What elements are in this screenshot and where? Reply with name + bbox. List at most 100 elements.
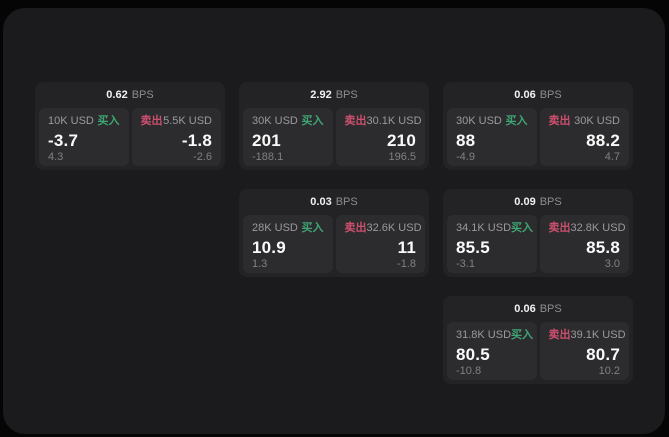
sell-delta-value: 3.0 bbox=[604, 258, 620, 270]
card-header: 0.03 BPS bbox=[239, 189, 429, 215]
quotes-panel: 0.62 BPS 10K USD 买入 -3.7 4.3 卖出 5.5K USD -1.8 -2.… bbox=[3, 8, 665, 434]
quote-card: 0.03 BPS 28K USD 买入 10.9 1.3 卖出 32.6K USD 11 -1.8 bbox=[239, 189, 429, 277]
sell-price-value: 80.7 bbox=[586, 345, 620, 364]
buy-notional-label: 28K USD bbox=[252, 222, 298, 234]
buy-price-value: 201 bbox=[252, 131, 281, 150]
sell-side-label: 卖出 bbox=[344, 222, 367, 234]
buy-panel[interactable]: 31.8K USD 买入 80.5 -10.8 bbox=[447, 322, 537, 380]
bps-unit-label: BPS bbox=[131, 89, 154, 101]
sell-panel[interactable]: 卖出 39.1K USD 80.7 10.2 bbox=[539, 322, 629, 380]
sell-delta-value: 196.5 bbox=[388, 151, 416, 163]
buy-side-label: 买入 bbox=[511, 329, 534, 341]
buy-panel-top: 10K USD 买入 bbox=[48, 115, 120, 128]
quote-card: 0.06 BPS 31.8K USD 买入 80.5 -10.8 卖出 39.1K USD 80… bbox=[443, 296, 633, 384]
buy-panel[interactable]: 34.1K USD 买入 85.5 -3.1 bbox=[447, 215, 537, 273]
quote-card: 0.62 BPS 10K USD 买入 -3.7 4.3 卖出 5.5K USD -1.8 -2.… bbox=[35, 82, 225, 170]
buy-notional-label: 34.1K USD bbox=[456, 222, 512, 234]
sell-notional-label: 5.5K USD bbox=[163, 115, 212, 127]
card-body: 28K USD 买入 10.9 1.3 卖出 32.6K USD 11 -1.8 bbox=[239, 215, 429, 277]
bps-value: 0.03 bbox=[310, 196, 332, 208]
buy-side-label: 买入 bbox=[511, 222, 534, 234]
card-body: 31.8K USD 买入 80.5 -10.8 卖出 39.1K USD 80.7 10.2 bbox=[443, 322, 633, 384]
bps-value: 2.92 bbox=[310, 89, 332, 101]
bps-unit-label: BPS bbox=[335, 196, 358, 208]
sell-panel-top: 卖出 32.8K USD bbox=[548, 222, 626, 235]
buy-panel[interactable]: 10K USD 买入 -3.7 4.3 bbox=[39, 108, 129, 166]
buy-panel-top: 34.1K USD 买入 bbox=[456, 222, 533, 235]
quote-card: 0.06 BPS 30K USD 买入 88 -4.9 卖出 30K USD 88.2 4.7 bbox=[443, 82, 633, 170]
card-body: 34.1K USD 买入 85.5 -3.1 卖出 32.8K USD 85.8 3.0 bbox=[443, 215, 633, 277]
bps-value: 0.09 bbox=[514, 196, 536, 208]
sell-delta-value: 10.2 bbox=[598, 365, 620, 377]
sell-side-label: 卖出 bbox=[548, 222, 571, 234]
sell-delta-value: 4.7 bbox=[604, 151, 620, 163]
sell-side-label: 卖出 bbox=[548, 329, 571, 341]
buy-notional-label: 30K USD bbox=[456, 115, 502, 127]
bps-unit-label: BPS bbox=[539, 303, 562, 315]
sell-notional-label: 32.6K USD bbox=[366, 222, 422, 234]
card-header: 0.62 BPS bbox=[35, 82, 225, 108]
quote-card-grid: 0.62 BPS 10K USD 买入 -3.7 4.3 卖出 5.5K USD -1.8 -2.… bbox=[3, 8, 665, 384]
buy-side-label: 买入 bbox=[301, 222, 324, 234]
bps-value: 0.06 bbox=[514, 89, 536, 101]
sell-notional-label: 32.8K USD bbox=[570, 222, 626, 234]
card-header: 0.06 BPS bbox=[443, 296, 633, 322]
sell-panel-top: 卖出 30.1K USD bbox=[344, 115, 422, 128]
buy-panel-top: 28K USD 买入 bbox=[252, 222, 324, 235]
sell-delta-value: -2.6 bbox=[193, 151, 212, 163]
buy-panel[interactable]: 28K USD 买入 10.9 1.3 bbox=[243, 215, 333, 273]
buy-side-label: 买入 bbox=[97, 115, 120, 127]
buy-panel[interactable]: 30K USD 买入 88 -4.9 bbox=[447, 108, 537, 166]
buy-price-value: -3.7 bbox=[48, 131, 79, 150]
sell-price-value: 88.2 bbox=[586, 131, 620, 150]
buy-notional-label: 10K USD bbox=[48, 115, 94, 127]
sell-panel-top: 卖出 5.5K USD bbox=[141, 115, 213, 128]
buy-price-value: 85.5 bbox=[456, 238, 490, 257]
buy-side-label: 买入 bbox=[301, 115, 324, 127]
sell-panel[interactable]: 卖出 30K USD 88.2 4.7 bbox=[539, 108, 629, 166]
sell-panel[interactable]: 卖出 32.8K USD 85.8 3.0 bbox=[539, 215, 629, 273]
sell-panel-top: 卖出 30K USD bbox=[549, 115, 621, 128]
bps-unit-label: BPS bbox=[539, 196, 562, 208]
buy-price-value: 88 bbox=[456, 131, 476, 150]
buy-panel[interactable]: 30K USD 买入 201 -188.1 bbox=[243, 108, 333, 166]
quote-card: 2.92 BPS 30K USD 买入 201 -188.1 卖出 30.1K USD 210 1… bbox=[239, 82, 429, 170]
card-header: 0.09 BPS bbox=[443, 189, 633, 215]
buy-notional-label: 30K USD bbox=[252, 115, 298, 127]
buy-delta-value: 1.3 bbox=[252, 258, 268, 270]
buy-panel-top: 30K USD 买入 bbox=[456, 115, 528, 128]
sell-panel[interactable]: 卖出 5.5K USD -1.8 -2.6 bbox=[131, 108, 221, 166]
bps-value: 0.06 bbox=[514, 303, 536, 315]
sell-panel[interactable]: 卖出 30.1K USD 210 196.5 bbox=[335, 108, 425, 166]
card-body: 30K USD 买入 88 -4.9 卖出 30K USD 88.2 4.7 bbox=[443, 108, 633, 170]
sell-side-label: 卖出 bbox=[140, 115, 163, 127]
card-body: 10K USD 买入 -3.7 4.3 卖出 5.5K USD -1.8 -2.6 bbox=[35, 108, 225, 170]
sell-price-value: 210 bbox=[387, 131, 416, 150]
sell-side-label: 卖出 bbox=[344, 115, 367, 127]
buy-delta-value: 4.3 bbox=[48, 151, 64, 163]
sell-panel[interactable]: 卖出 32.6K USD 11 -1.8 bbox=[335, 215, 425, 273]
card-header: 0.06 BPS bbox=[443, 82, 633, 108]
buy-delta-value: -3.1 bbox=[456, 258, 475, 270]
sell-panel-top: 卖出 39.1K USD bbox=[548, 329, 626, 342]
sell-delta-value: -1.8 bbox=[397, 258, 416, 270]
buy-delta-value: -188.1 bbox=[252, 151, 284, 163]
buy-price-value: 80.5 bbox=[456, 345, 490, 364]
sell-price-value: -1.8 bbox=[181, 131, 212, 150]
buy-panel-top: 30K USD 买入 bbox=[252, 115, 324, 128]
sell-notional-label: 39.1K USD bbox=[570, 329, 626, 341]
sell-panel-top: 卖出 32.6K USD bbox=[344, 222, 422, 235]
sell-notional-label: 30.1K USD bbox=[366, 115, 422, 127]
card-body: 30K USD 买入 201 -188.1 卖出 30.1K USD 210 196.5 bbox=[239, 108, 429, 170]
bps-unit-label: BPS bbox=[335, 89, 358, 101]
buy-price-value: 10.9 bbox=[252, 238, 286, 257]
sell-price-value: 11 bbox=[397, 238, 416, 257]
sell-notional-label: 30K USD bbox=[574, 115, 620, 127]
buy-delta-value: -10.8 bbox=[456, 365, 482, 377]
bps-unit-label: BPS bbox=[539, 89, 562, 101]
bps-value: 0.62 bbox=[106, 89, 128, 101]
quote-card: 0.09 BPS 34.1K USD 买入 85.5 -3.1 卖出 32.8K USD 85.… bbox=[443, 189, 633, 277]
card-header: 2.92 BPS bbox=[239, 82, 429, 108]
buy-panel-top: 31.8K USD 买入 bbox=[456, 329, 533, 342]
